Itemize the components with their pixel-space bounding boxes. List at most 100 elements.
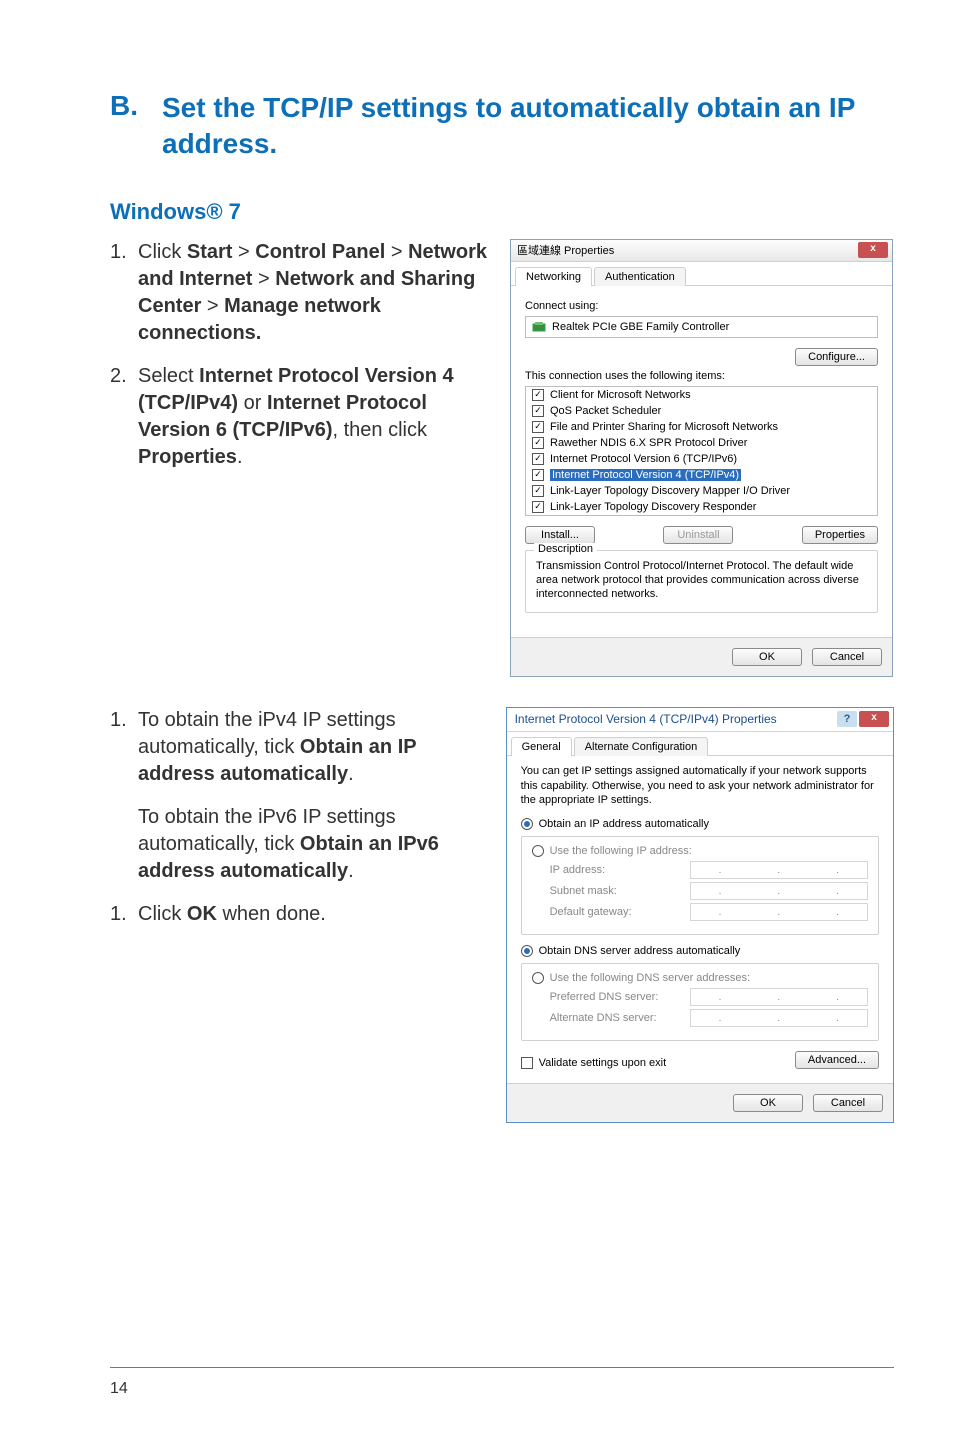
s4-bold: OK (187, 903, 217, 925)
list-item[interactable]: ✓ Internet Protocol Version 6 (TCP/IPv6) (526, 451, 877, 467)
gateway-label: Default gateway: (550, 906, 690, 918)
radio-label: Obtain an IP address automatically (539, 818, 709, 830)
radio-label: Use the following DNS server addresses: (550, 972, 751, 984)
section-title: Set the TCP/IP settings to automatically… (162, 90, 894, 163)
s4-intro: Click (138, 903, 187, 925)
step-2-props: Properties (138, 446, 237, 468)
tab-networking[interactable]: Networking (515, 267, 592, 286)
radio-icon[interactable] (521, 818, 533, 830)
gt: > (385, 241, 408, 263)
install-row: Install... Uninstall Properties (525, 526, 878, 544)
close-icon[interactable]: x (859, 711, 889, 727)
checkbox-icon[interactable]: ✓ (532, 501, 544, 513)
footer-rule (110, 1367, 894, 1368)
s4-tail: when done. (217, 903, 326, 925)
alt-dns-field: ... (690, 1009, 868, 1027)
row-steps-3-4: To obtain the iPv4 IP settings automatic… (110, 707, 894, 1124)
dialog2-intro: You can get IP settings assigned automat… (521, 764, 879, 809)
dialog2-body: You can get IP settings assigned automat… (507, 756, 893, 1084)
ip-address-label: IP address: (550, 864, 690, 876)
dialog1-tabs: Networking Authentication (511, 262, 892, 286)
step-2-prefix: Select (138, 365, 199, 387)
advanced-button[interactable]: Advanced... (795, 1051, 879, 1069)
instructions-col-1: Click Start > Control Panel > Network an… (110, 239, 490, 487)
tab-alternate[interactable]: Alternate Configuration (574, 737, 709, 756)
tail: , then click (333, 419, 427, 441)
validate-label: Validate settings upon exit (539, 1057, 667, 1069)
s3b-tail: . (348, 860, 354, 882)
item-label: Client for Microsoft Networks (550, 389, 691, 401)
checkbox-icon[interactable]: ✓ (532, 405, 544, 417)
list-item[interactable]: ✓File and Printer Sharing for Microsoft … (526, 419, 877, 435)
adapter-icon (532, 321, 546, 333)
checkbox-icon[interactable]: ✓ (532, 453, 544, 465)
cancel-button[interactable]: Cancel (813, 1094, 883, 1112)
dialog1-footer: OK Cancel (511, 637, 892, 676)
properties-button[interactable]: Properties (802, 526, 878, 544)
ip-grid: IP address:... Subnet mask:... Default g… (550, 861, 868, 921)
radio-icon[interactable] (532, 972, 544, 984)
radio-obtain-dns-auto[interactable]: Obtain DNS server address automatically (521, 945, 879, 957)
step-1: Click Start > Control Panel > Network an… (110, 239, 490, 347)
list-item[interactable]: ✓Internet Protocol Version 4 (TCP/IPv4) (526, 467, 877, 483)
step-3b: To obtain the iPv6 IP settings automatic… (110, 804, 486, 885)
list-item[interactable]: ✓Link-Layer Topology Discovery Responder (526, 499, 877, 515)
close-icon[interactable]: x (858, 242, 888, 258)
item-label: Internet Protocol Version 6 (TCP/IPv6) (550, 453, 737, 465)
connection-properties-dialog: 區域連線 Properties x Networking Authenticat… (510, 239, 893, 677)
instructions-col-2: To obtain the iPv4 IP settings automatic… (110, 707, 486, 944)
ip-address-row: IP address:... (550, 861, 868, 879)
radio-icon[interactable] (532, 845, 544, 857)
install-button[interactable]: Install... (525, 526, 595, 544)
radio-obtain-ip-auto[interactable]: Obtain an IP address automatically (521, 818, 879, 830)
list-item[interactable]: ✓QoS Packet Scheduler (526, 403, 877, 419)
dns-grid: Preferred DNS server:... Alternate DNS s… (550, 988, 868, 1027)
checkbox-icon[interactable]: ✓ (532, 469, 544, 481)
checkbox-icon[interactable]: ✓ (532, 437, 544, 449)
list-item[interactable]: ✓Link-Layer Topology Discovery Mapper I/… (526, 483, 877, 499)
checkbox-icon[interactable]: ✓ (532, 485, 544, 497)
connect-using-label: Connect using: (525, 300, 878, 312)
radio-use-dns[interactable]: Use the following DNS server addresses: (532, 972, 868, 984)
tab-general[interactable]: General (511, 737, 572, 756)
uninstall-button: Uninstall (663, 526, 733, 544)
list-item[interactable]: ✓ Client for Microsoft Networks (526, 387, 877, 403)
description-text: Transmission Control Protocol/Internet P… (536, 559, 867, 602)
list-item[interactable]: ✓Rawether NDIS 6.X SPR Protocol Driver (526, 435, 877, 451)
step-3: To obtain the iPv4 IP settings automatic… (110, 707, 486, 788)
ok-button[interactable]: OK (733, 1094, 803, 1112)
tab-authentication[interactable]: Authentication (594, 267, 686, 286)
dialog2-titlebar-icons: ? x (837, 711, 889, 727)
checkbox-icon[interactable]: ✓ (532, 421, 544, 433)
dialog2-footer: OK Cancel (507, 1083, 893, 1122)
pref-dns-field: ... (690, 988, 868, 1006)
gateway-row: Default gateway:... (550, 903, 868, 921)
help-icon[interactable]: ? (837, 711, 857, 727)
configure-button[interactable]: Configure... (795, 348, 878, 366)
adapter-name: Realtek PCIe GBE Family Controller (552, 321, 729, 333)
ipv4-properties-dialog: Internet Protocol Version 4 (TCP/IPv4) P… (506, 707, 894, 1124)
radio-icon[interactable] (521, 945, 533, 957)
uses-label: This connection uses the following items… (525, 370, 878, 382)
cancel-button[interactable]: Cancel (812, 648, 882, 666)
checkbox-icon[interactable] (521, 1057, 533, 1069)
gt: > (232, 241, 255, 263)
dialog2-titlebar: Internet Protocol Version 4 (TCP/IPv4) P… (507, 708, 893, 732)
validate-checkbox[interactable]: Validate settings upon exit (521, 1057, 667, 1069)
subsection-title: Windows® 7 (110, 199, 894, 225)
or: or (238, 392, 267, 414)
validate-row: Validate settings upon exit Advanced... (521, 1051, 879, 1069)
subnet-label: Subnet mask: (550, 885, 690, 897)
radio-label: Use the following IP address: (550, 845, 692, 857)
subnet-row: Subnet mask:... (550, 882, 868, 900)
step-4: Click OK when done. (110, 901, 486, 928)
radio-use-ip[interactable]: Use the following IP address: (532, 845, 868, 857)
checkbox-icon[interactable]: ✓ (532, 389, 544, 401)
protocol-list[interactable]: ✓ Client for Microsoft Networks ✓QoS Pack… (525, 386, 878, 516)
ok-button[interactable]: OK (732, 648, 802, 666)
step-1-cp: Control Panel (255, 241, 385, 263)
dot: . (237, 446, 243, 468)
dialog1-titlebar: 區域連線 Properties x (511, 240, 892, 262)
description-group: Description Transmission Control Protoco… (525, 550, 878, 613)
gt: > (201, 295, 224, 317)
